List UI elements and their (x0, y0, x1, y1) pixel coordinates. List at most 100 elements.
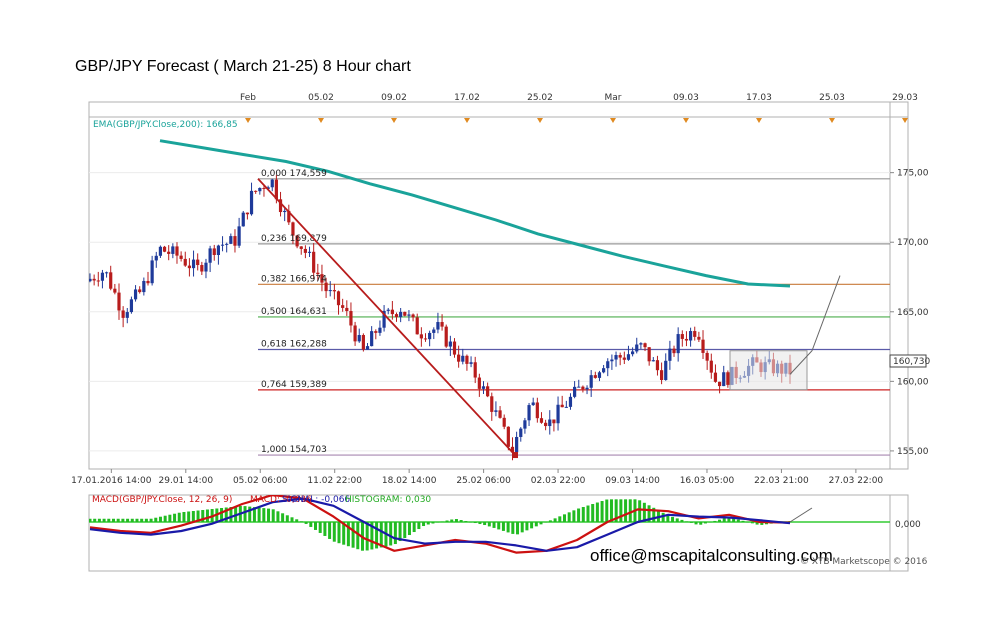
price-tick-label: 155,00 (897, 447, 929, 457)
fib-level-label: 0,000 174,559 (261, 169, 327, 179)
macd-histogram-bar (647, 505, 651, 522)
price-tick-label: 170,00 (897, 238, 929, 248)
top-time-marker (537, 118, 543, 123)
candle-body (531, 402, 535, 406)
macd-histogram-bar (412, 522, 416, 533)
date-tick-label: 18.02 14:00 (382, 476, 437, 486)
candle-body (229, 236, 233, 244)
projection-line (789, 275, 841, 375)
candle-body (241, 212, 245, 227)
top-time-marker (902, 118, 908, 123)
contact-email: office@mscapitalconsulting.com (590, 546, 833, 565)
macd-histogram-bar (483, 522, 487, 526)
macd-histogram-bar (572, 510, 576, 522)
candle-body (527, 405, 531, 421)
candle-body (498, 410, 502, 418)
macd-histogram-bar (342, 522, 346, 545)
macd-histogram-bar (595, 502, 599, 522)
macd-histogram-bar (750, 522, 754, 524)
candle-body (486, 386, 490, 397)
macd-histogram-bar (417, 522, 421, 530)
candle-body (270, 179, 274, 188)
macd-histogram-bar (520, 522, 524, 533)
last-price-label: 160,730 (893, 357, 930, 367)
candle-body (129, 299, 134, 313)
macd-histogram-bar (497, 522, 501, 530)
candle-body (436, 322, 440, 330)
macd-histogram-bar (102, 518, 106, 522)
macd-histogram-bar (718, 519, 722, 522)
candle-body (556, 404, 560, 424)
candle-body (465, 355, 469, 364)
fib-level-label: 0,764 159,389 (261, 380, 327, 390)
macd-histogram-bar (393, 522, 397, 545)
candle-body (274, 179, 278, 200)
last-price-badge (889, 354, 927, 368)
macd-histogram-bar (158, 516, 162, 522)
macd-histogram-bar (422, 522, 426, 527)
macd-histogram-bar (205, 509, 209, 522)
macd-histogram-bar (638, 500, 642, 522)
date-tick-label: 22.03 21:00 (754, 476, 809, 486)
candle-body (461, 355, 465, 362)
candle-body (539, 418, 544, 423)
macd-histogram-bar (548, 520, 552, 522)
candle-body (614, 355, 618, 360)
macd-histogram-bar (703, 522, 707, 524)
candle-body (581, 386, 585, 390)
top-time-label: 05.02 (308, 93, 334, 103)
date-tick-label: 05.02 06:00 (233, 476, 288, 486)
macd-histogram-bar (173, 513, 177, 522)
candle-body (162, 246, 167, 252)
candle-body (150, 260, 154, 284)
candle-body (299, 246, 303, 249)
candle-body (688, 331, 693, 341)
candle-body (477, 377, 481, 389)
candle-body (295, 235, 299, 247)
macd-histogram-bar (379, 522, 383, 548)
candle-body (610, 359, 614, 362)
candle-body (283, 210, 287, 213)
candle-body (548, 419, 552, 427)
candle-body (502, 417, 506, 427)
macd-histogram-bar (516, 522, 520, 535)
macd-histogram-bar (248, 506, 252, 522)
macd-histogram-bar (337, 522, 341, 544)
macd-histogram-bar (605, 499, 609, 522)
macd-histogram-bar (135, 518, 139, 522)
candle-body (697, 336, 701, 340)
candle-body (324, 282, 328, 292)
macd-histogram-bar (586, 505, 590, 522)
macd-histogram-bar (708, 522, 712, 523)
candle-body (593, 375, 597, 378)
macd-histogram-bar (182, 511, 186, 522)
macd-histogram-bar (281, 513, 285, 522)
candle-body (386, 309, 390, 311)
candle-body (680, 334, 684, 339)
candle-body (361, 335, 365, 350)
macd-histogram-bar (591, 504, 595, 522)
fib-level-label: 0,500 164,631 (261, 307, 327, 317)
top-time-marker (683, 118, 689, 123)
macd-histogram-bar (295, 519, 299, 522)
macd-histogram-bar (614, 499, 618, 522)
macd-histogram-bar (116, 518, 120, 522)
macd-histogram-bar (609, 499, 613, 522)
candle-body (89, 278, 92, 282)
candle-body (378, 327, 382, 333)
macd-histogram-bar (398, 522, 402, 542)
candle-body (585, 387, 589, 390)
macd-zero-tick: 0,000 (895, 520, 921, 530)
candle-body (672, 348, 676, 354)
macd-histogram-bar (276, 511, 280, 522)
macd-histogram-bar (299, 521, 303, 522)
macd-histogram-bar (426, 522, 430, 525)
candle-body (125, 312, 129, 318)
macd-histogram-bar (187, 511, 191, 522)
macd-histogram-bar (501, 522, 505, 531)
macd-histogram-bar (558, 516, 562, 522)
candle-body (544, 422, 548, 427)
candle-body (510, 446, 515, 453)
macd-histogram-bar (121, 518, 125, 522)
macd-histogram-bar (534, 522, 538, 527)
